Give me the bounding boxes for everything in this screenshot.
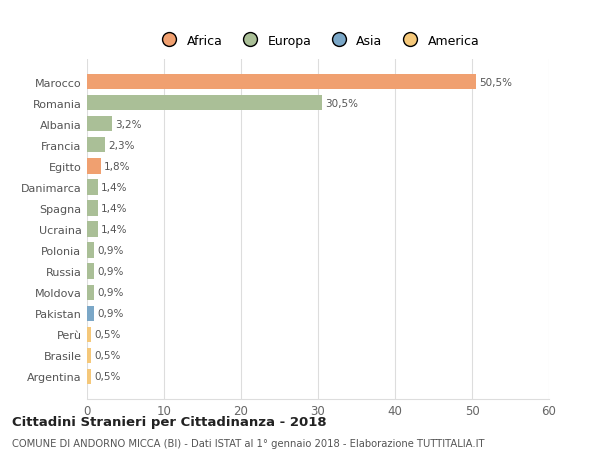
- Text: 0,9%: 0,9%: [97, 308, 124, 319]
- Text: 30,5%: 30,5%: [325, 99, 358, 109]
- Bar: [87, 264, 94, 279]
- Legend: Africa, Europa, Asia, America: Africa, Europa, Asia, America: [154, 32, 482, 50]
- Text: 2,3%: 2,3%: [108, 140, 134, 151]
- Text: 1,4%: 1,4%: [101, 183, 127, 192]
- Bar: [87, 75, 476, 90]
- Bar: [87, 159, 101, 174]
- Bar: [87, 348, 91, 363]
- Text: 1,4%: 1,4%: [101, 203, 127, 213]
- Text: 1,8%: 1,8%: [104, 162, 130, 172]
- Text: 0,5%: 0,5%: [94, 330, 121, 339]
- Text: 1,4%: 1,4%: [101, 224, 127, 235]
- Bar: [87, 327, 91, 342]
- Text: COMUNE DI ANDORNO MICCA (BI) - Dati ISTAT al 1° gennaio 2018 - Elaborazione TUTT: COMUNE DI ANDORNO MICCA (BI) - Dati ISTA…: [12, 438, 485, 448]
- Bar: [87, 285, 94, 300]
- Bar: [87, 201, 98, 216]
- Bar: [87, 306, 94, 321]
- Bar: [87, 222, 98, 237]
- Bar: [87, 180, 98, 195]
- Bar: [87, 117, 112, 132]
- Text: 50,5%: 50,5%: [479, 78, 512, 88]
- Bar: [87, 369, 91, 384]
- Text: 0,9%: 0,9%: [97, 246, 124, 256]
- Text: Cittadini Stranieri per Cittadinanza - 2018: Cittadini Stranieri per Cittadinanza - 2…: [12, 415, 326, 428]
- Bar: [87, 96, 322, 111]
- Text: 0,9%: 0,9%: [97, 267, 124, 276]
- Text: 3,2%: 3,2%: [115, 120, 141, 129]
- Text: 0,9%: 0,9%: [97, 287, 124, 297]
- Text: 0,5%: 0,5%: [94, 350, 121, 360]
- Bar: [87, 243, 94, 258]
- Bar: [87, 138, 105, 153]
- Text: 0,5%: 0,5%: [94, 371, 121, 381]
